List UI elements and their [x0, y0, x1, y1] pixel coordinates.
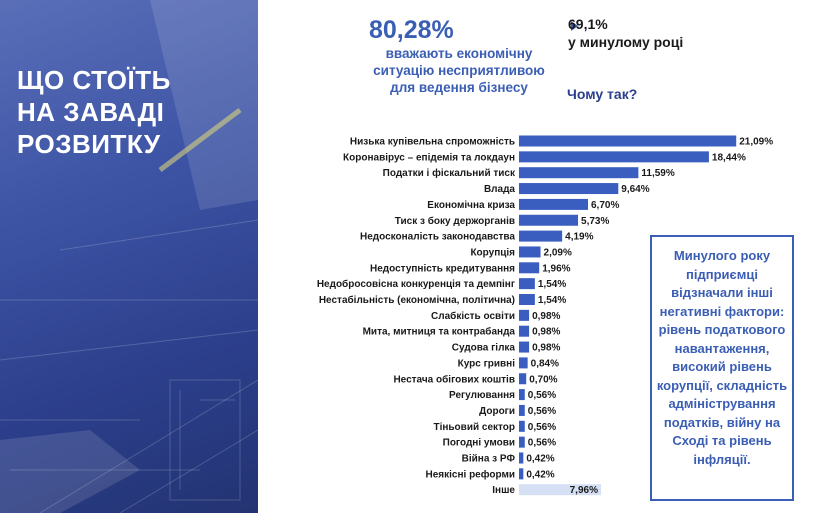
- category-label: Нестача обігових коштів: [393, 373, 515, 385]
- bar: [519, 389, 525, 401]
- value-label: 7,96%: [570, 485, 598, 496]
- title-line-1: ЩО СТОЇТЬ: [17, 65, 171, 95]
- value-label: 1,54%: [538, 295, 566, 306]
- bar: [519, 198, 589, 210]
- category-label: Корупція: [470, 247, 515, 258]
- value-label: 21,09%: [739, 137, 773, 148]
- category-label: Мита, митниця та контрабанда: [363, 326, 516, 338]
- value-label: 2,09%: [544, 247, 572, 258]
- value-label: 1,54%: [538, 279, 566, 290]
- value-label: 1,96%: [542, 263, 570, 274]
- headline-description: вважають економічну ситуацію несприятлив…: [373, 46, 545, 95]
- category-label: Економічна криза: [427, 200, 515, 211]
- previous-year-value: 69,1%: [568, 16, 608, 32]
- bar: [519, 167, 639, 179]
- category-label: Інше: [492, 485, 515, 496]
- category-label: Недосконалість законодавства: [360, 232, 515, 243]
- bar: [519, 183, 619, 195]
- bar: [519, 452, 524, 464]
- value-label: 6,70%: [591, 200, 619, 211]
- headline-stat: 80,28% вважають економічну ситуацію несп…: [369, 15, 549, 96]
- category-label: Курс гривні: [458, 358, 516, 369]
- value-label: 0,98%: [532, 327, 560, 338]
- why-heading: Чому так?: [567, 86, 638, 102]
- value-label: 0,56%: [528, 422, 556, 433]
- category-label: Нестабільність (економічна, політична): [319, 294, 515, 306]
- bar: [519, 151, 709, 163]
- value-label: 0,84%: [531, 358, 559, 369]
- bar: [519, 468, 524, 480]
- value-label: 0,98%: [532, 311, 560, 322]
- bar: [519, 373, 527, 385]
- title-line-2: НА ЗАВАДІ: [17, 97, 165, 127]
- page-title: ЩО СТОЇТЬ НА ЗАВАДІ РОЗВИТКУ: [17, 64, 171, 160]
- category-label: Дороги: [479, 406, 515, 417]
- category-label: Недоступність кредитування: [370, 263, 515, 274]
- value-label: 4,19%: [565, 232, 593, 243]
- category-label: Неякісні реформи: [426, 468, 515, 480]
- value-label: 0,70%: [529, 374, 557, 385]
- bar: [519, 484, 601, 496]
- value-label: 9,64%: [621, 184, 649, 195]
- note-text: Минулого року підприємці відзначали інші…: [656, 248, 788, 467]
- category-label: Тиск з боку держорганів: [395, 215, 515, 227]
- value-label: 0,56%: [528, 406, 556, 417]
- value-label: 18,44%: [712, 152, 746, 163]
- value-label: 0,56%: [528, 438, 556, 449]
- cover-image-panel: ЩО СТОЇТЬ НА ЗАВАДІ РОЗВИТКУ: [0, 0, 258, 513]
- bar: [519, 294, 535, 305]
- category-label: Низька купівельна спроможність: [350, 137, 515, 148]
- category-label: Влада: [484, 184, 515, 195]
- previous-year-stat: 69,1% у минулому році: [568, 15, 683, 51]
- bar: [519, 278, 535, 290]
- category-label: Слабкість освіти: [431, 310, 515, 322]
- value-label: 11,59%: [641, 168, 674, 179]
- previous-year-label: у минулому році: [568, 34, 684, 50]
- bar: [519, 436, 525, 448]
- title-line-3: РОЗВИТКУ: [17, 129, 161, 159]
- bar: [519, 214, 579, 226]
- category-label: Регулювання: [449, 390, 515, 401]
- bar: [519, 135, 737, 147]
- category-label: Податки і фіскальний тиск: [383, 167, 516, 179]
- bar: [519, 230, 563, 242]
- category-label: Судова гілка: [452, 343, 516, 354]
- bar: [519, 309, 530, 321]
- bar: [519, 325, 530, 337]
- headline-percent: 80,28%: [369, 16, 454, 44]
- value-label: 0,42%: [526, 469, 554, 480]
- category-label: Коронавірус – епідемія та локдаун: [343, 152, 515, 163]
- bar: [519, 262, 540, 274]
- category-label: Тіньовий сектор: [433, 422, 515, 433]
- bar: [519, 420, 525, 432]
- bar: [519, 357, 528, 369]
- value-label: 0,98%: [532, 343, 560, 354]
- category-label: Недобросовісна конкуренція та демпінг: [317, 278, 515, 290]
- note-box: Минулого року підприємці відзначали інші…: [650, 235, 794, 501]
- bar: [519, 404, 525, 416]
- bar: [519, 246, 541, 258]
- category-label: Війна з РФ: [462, 454, 516, 465]
- bar: [519, 341, 530, 353]
- value-label: 0,56%: [528, 390, 556, 401]
- triangle-right-icon: [571, 21, 578, 31]
- value-label: 0,42%: [526, 454, 554, 465]
- blueprint-illustration: [0, 0, 258, 513]
- category-label: Погодні умови: [443, 438, 515, 449]
- value-label: 5,73%: [581, 216, 609, 227]
